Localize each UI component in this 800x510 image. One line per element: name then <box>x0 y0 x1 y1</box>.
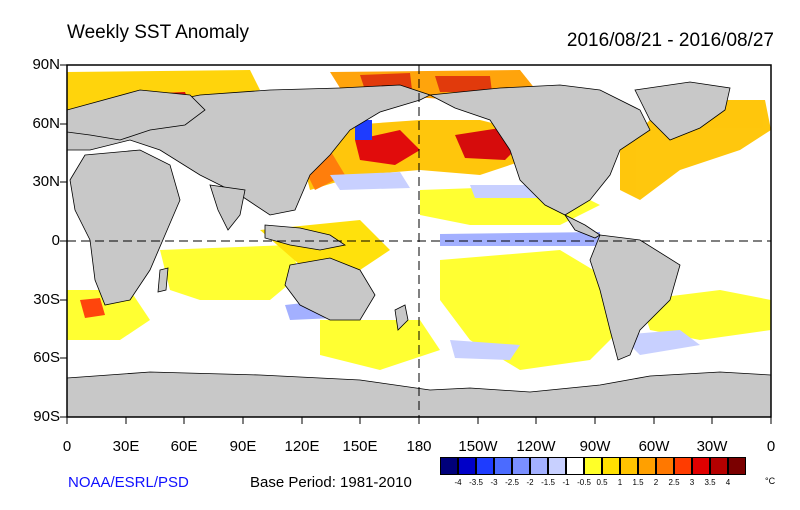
anomaly-warm-southern-ocean <box>320 320 440 370</box>
map-title: Weekly SST Anomaly <box>67 22 249 43</box>
colorbar-swatch <box>548 457 566 475</box>
lon-label-180: 180 <box>406 438 432 455</box>
colorbar-tick-label: -3 <box>490 478 498 487</box>
anomaly-cool-north-pacific-mid <box>470 185 545 198</box>
land-europe <box>67 89 206 141</box>
colorbar-swatch <box>728 457 746 475</box>
anomaly-cool-layer <box>285 120 700 360</box>
anomaly-warm-indian <box>160 245 300 300</box>
lon-label-0-east: 0 <box>766 438 776 455</box>
land-greenland <box>634 81 731 141</box>
colorbar-tick-label: 2 <box>653 478 659 487</box>
anomaly-hot-agulhas <box>80 298 105 318</box>
colorbar-swatch <box>710 457 728 475</box>
anomaly-warm-south-pacific <box>440 250 620 370</box>
land-north-america <box>428 84 651 216</box>
land-australia <box>284 257 376 321</box>
lon-label-90e: 90E <box>229 438 257 455</box>
lon-label-30e: 30E <box>112 438 140 455</box>
date-range: 2016/08/21 - 2016/08/27 <box>566 30 774 51</box>
colorbar-swatch <box>512 457 530 475</box>
colorbar-swatch <box>674 457 692 475</box>
lat-label-60n: 60N <box>32 115 60 132</box>
colorbar-swatch <box>458 457 476 475</box>
land-india <box>209 184 246 231</box>
colorbar-swatch <box>440 457 458 475</box>
colorbar-tick-label: -2 <box>526 478 534 487</box>
lon-label-0: 0 <box>62 438 72 455</box>
land-africa <box>69 149 181 306</box>
anomaly-hot-beaufort <box>435 76 492 92</box>
source-label: NOAA/ESRL/PSD <box>68 474 189 491</box>
lat-label-90n: 90N <box>32 56 60 73</box>
colorbar-tick-label: 4 <box>725 478 731 487</box>
colorbar-swatch <box>476 457 494 475</box>
lon-label-120e: 120E <box>284 438 320 455</box>
lat-label-90s: 90S <box>33 408 60 425</box>
colorbar-swatch <box>638 457 656 475</box>
lat-label-30s: 30S <box>33 291 60 308</box>
colorbar-tick-label: -1 <box>562 478 570 487</box>
colorbar-swatch <box>530 457 548 475</box>
axis-ticks <box>60 64 772 424</box>
colorbar-tick-label: 3 <box>689 478 695 487</box>
land-new-zealand <box>394 304 409 331</box>
lat-label-30n: 30N <box>32 173 60 190</box>
colorbar-tick-label: 2.5 <box>668 478 680 487</box>
colorbar-tick-label: 0.5 <box>596 478 608 487</box>
anomaly-cool-se-pacific <box>620 330 700 355</box>
colorbar-tick-label: -2.5 <box>505 478 519 487</box>
lon-label-150e: 150E <box>342 438 378 455</box>
colorbar-swatch <box>584 457 602 475</box>
land-layer <box>67 81 771 417</box>
anomaly-cool-sw-pacific <box>450 340 520 360</box>
colorbar-unit: °C <box>765 476 776 486</box>
anomaly-cool-bering <box>355 120 372 140</box>
colorbar-swatch <box>602 457 620 475</box>
colorbar-tick-label: 1 <box>617 478 623 487</box>
colorbar-swatch <box>692 457 710 475</box>
colorbar-swatch <box>656 457 674 475</box>
anomaly-warm-south-atlantic <box>640 290 771 340</box>
colorbar-tick-label: 1.5 <box>632 478 644 487</box>
colorbar-swatch <box>620 457 638 475</box>
lon-label-120w: 120W <box>516 438 556 455</box>
lon-label-90w: 90W <box>579 438 611 455</box>
colorbar-tick-label: -1.5 <box>541 478 555 487</box>
lon-label-60e: 60E <box>170 438 198 455</box>
anomaly-cool-east-pacific-eq <box>440 232 600 246</box>
lon-label-60w: 60W <box>638 438 670 455</box>
lat-label-60s: 60S <box>33 349 60 366</box>
land-central-america <box>563 213 601 239</box>
land-indonesia <box>264 224 347 251</box>
land-madagascar <box>157 267 169 293</box>
base-period-label: Base Period: 1981-2010 <box>250 474 412 491</box>
lon-label-30w: 30W <box>696 438 728 455</box>
colorbar-swatch <box>494 457 512 475</box>
lon-label-150w: 150W <box>458 438 498 455</box>
land-south-america <box>589 234 681 361</box>
colorbar-tick-label: -4 <box>454 478 462 487</box>
colorbar-swatch <box>566 457 584 475</box>
colorbar-tick-label: -0.5 <box>577 478 591 487</box>
colorbar-tick-label: -3.5 <box>469 478 483 487</box>
lat-label-0: 0 <box>51 232 60 249</box>
anomaly-cool-central-north-pacific <box>330 172 410 190</box>
colorbar-tick-label: 3.5 <box>704 478 716 487</box>
